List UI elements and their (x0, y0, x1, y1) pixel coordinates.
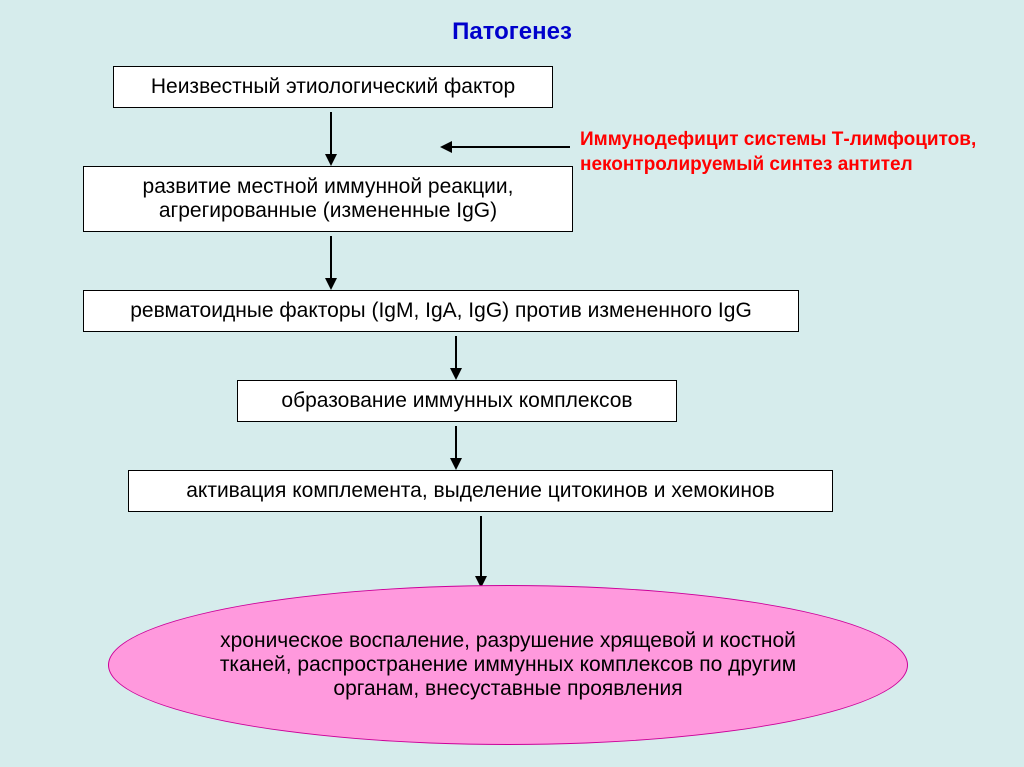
arrow-line (330, 112, 332, 154)
annotation-immunodeficit: Иммунодефицит системы Т-лимфоцитов, неко… (580, 128, 976, 177)
annotation-line2: неконтролируемый синтез антител (580, 154, 913, 175)
arrow-head (325, 154, 337, 166)
arrow-head (325, 278, 337, 290)
node-chronic-inflammation: хроническое воспаление, разрушение хряще… (108, 585, 908, 745)
arrow-line (455, 426, 457, 458)
node-complement-activation: активация комплемента, выделение цитокин… (128, 470, 833, 512)
node-text: хроническое воспаление, разрушение хряще… (189, 629, 827, 701)
node-text: Неизвестный этиологический фактор (151, 75, 515, 98)
arrow-line (455, 336, 457, 368)
annotation-line1: Иммунодефицит системы Т-лимфоцитов, (580, 129, 976, 150)
node-rheumatoid-factors: ревматоидные факторы (IgM, IgA, IgG) про… (83, 290, 799, 332)
arrow-head-left (440, 141, 452, 153)
node-text: ревматоидные факторы (IgM, IgA, IgG) про… (130, 299, 752, 322)
page-title: Патогенез (0, 0, 1024, 56)
node-immune-complexes: образование иммунных комплексов (237, 380, 677, 422)
arrow-line-h (452, 146, 570, 148)
node-text: развитие местной иммунной реакции, агрег… (143, 175, 514, 222)
node-text: образование иммунных комплексов (281, 389, 632, 412)
arrow-head (450, 458, 462, 470)
arrow-line (330, 236, 332, 278)
node-immune-reaction: развитие местной иммунной реакции, агрег… (83, 166, 573, 232)
node-etiological-factor: Неизвестный этиологический фактор (113, 66, 553, 108)
arrow-head (450, 368, 462, 380)
arrow-line (480, 516, 482, 576)
node-text: активация комплемента, выделение цитокин… (186, 479, 775, 502)
